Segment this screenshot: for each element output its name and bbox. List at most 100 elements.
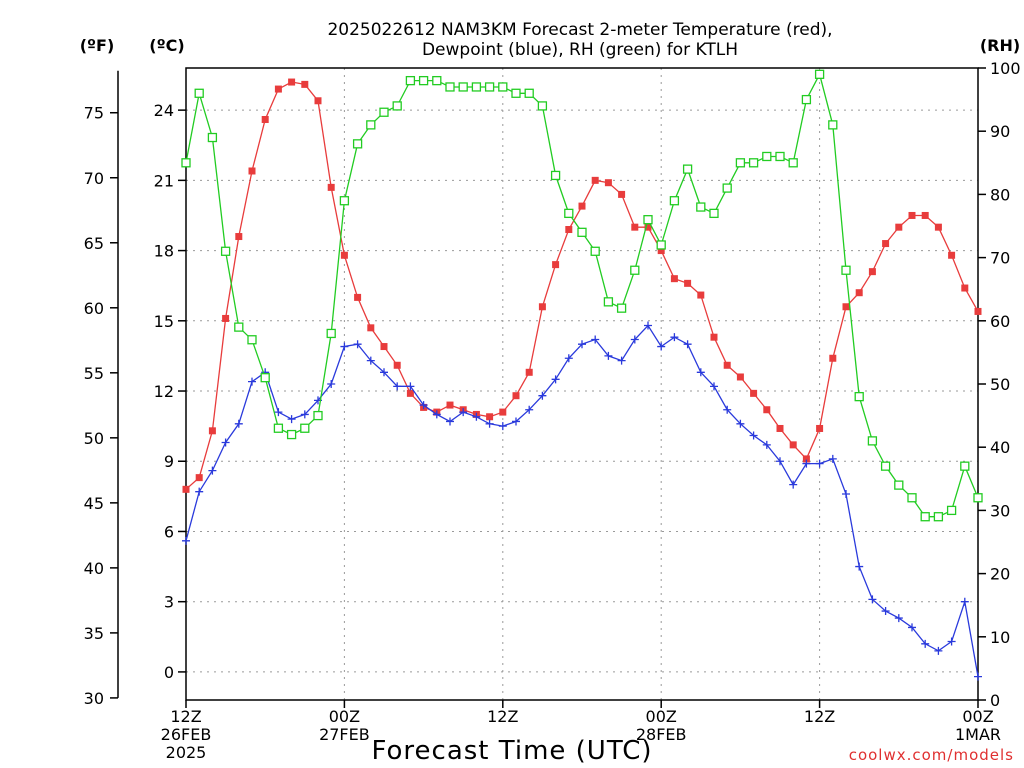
temperature-point xyxy=(340,251,348,259)
rh-point xyxy=(616,303,627,313)
rh-point xyxy=(933,512,944,522)
rh-point xyxy=(603,297,614,307)
rh-unit-label: (RH) xyxy=(980,36,1020,55)
dewpoint-point xyxy=(604,351,613,360)
dewpoint-point xyxy=(644,321,652,330)
rh-point xyxy=(907,493,917,503)
dewpoint-point xyxy=(921,639,930,648)
rh-point xyxy=(696,202,706,212)
temperature-point xyxy=(736,373,744,381)
temperature-point xyxy=(380,343,388,351)
fahrenheit-tick-label: 45 xyxy=(84,494,104,513)
dewpoint-point xyxy=(274,408,283,417)
dewpoint-point xyxy=(366,356,375,365)
rh-point xyxy=(577,227,587,237)
dewpoint-point xyxy=(974,672,982,681)
rh-point xyxy=(458,82,468,92)
rh-tick-label: 10 xyxy=(990,628,1010,647)
rh-point xyxy=(352,139,363,149)
rh-point xyxy=(247,335,257,345)
temperature-point xyxy=(261,115,269,123)
temperature-point xyxy=(657,247,665,255)
temperature-point xyxy=(829,354,837,362)
time-tick-label: 12Z 26FEB 2025 xyxy=(161,707,212,762)
rh-point xyxy=(814,69,825,79)
chart-title-line1: 2025022612 NAM3KM Forecast 2-meter Tempe… xyxy=(327,20,832,40)
fahrenheit-unit-label: (ºF) xyxy=(80,36,115,55)
rh-point xyxy=(775,151,785,162)
temperature-point xyxy=(697,291,705,299)
temperature-point xyxy=(274,85,282,93)
fahrenheit-tick-label: 35 xyxy=(84,624,104,643)
dewpoint-point xyxy=(221,438,230,447)
temperature-point xyxy=(208,427,216,435)
rh-point xyxy=(405,75,416,86)
dewpoint-point xyxy=(182,536,190,545)
rh-point xyxy=(669,196,680,206)
dewpoint-point xyxy=(657,342,666,351)
dewpoint-point xyxy=(287,415,296,424)
celsius-unit-label: (ºC) xyxy=(149,36,184,55)
celsius-axis: 0 3 6 9 12 15 18 21 24 xyxy=(154,101,186,682)
rh-point xyxy=(656,240,666,250)
rh-point xyxy=(748,158,759,168)
temperature-point xyxy=(921,211,929,219)
credit-label: coolwx.com/models xyxy=(849,746,1014,764)
dewpoint-point xyxy=(512,417,520,426)
dewpoint-point xyxy=(908,623,916,632)
temperature-point xyxy=(789,441,797,449)
dewpoint-point xyxy=(855,562,864,571)
celsius-tick-label: 24 xyxy=(154,101,174,120)
dewpoint-point xyxy=(749,431,758,440)
dewpoint-point xyxy=(564,354,573,363)
temperature-point xyxy=(750,389,758,397)
temperature-point xyxy=(393,361,401,369)
temperature-point xyxy=(974,307,982,315)
series-line xyxy=(185,324,979,677)
temperature-point xyxy=(763,406,771,414)
dewpoint-point xyxy=(578,340,586,349)
rh-tick-label: 70 xyxy=(990,249,1010,268)
temperature-point xyxy=(552,261,560,269)
celsius-tick-label: 21 xyxy=(154,171,174,190)
temperature-point xyxy=(499,408,507,416)
temperature-point xyxy=(948,251,956,259)
dewpoint-point xyxy=(591,335,600,344)
rh-point xyxy=(445,82,455,92)
temperature-point xyxy=(512,392,520,400)
temperature-point xyxy=(288,78,296,86)
dewpoint-point xyxy=(736,419,745,428)
dewpoint-point xyxy=(485,419,494,428)
temperature-point xyxy=(327,183,335,191)
celsius-tick-label: 6 xyxy=(164,522,174,541)
dewpoint-point xyxy=(248,377,256,386)
temperature-point xyxy=(961,284,969,292)
rh-point xyxy=(260,373,270,383)
time-tick-label: 00Z 1MAR xyxy=(955,707,1001,744)
temperature-point xyxy=(538,303,546,311)
plot-frame xyxy=(185,67,979,701)
rh-point xyxy=(643,215,653,225)
temperature-point xyxy=(578,202,586,210)
rh-point xyxy=(524,88,534,98)
time-tick-label: 12Z xyxy=(487,707,518,726)
temperature-point xyxy=(908,211,916,219)
temperature-point xyxy=(868,268,876,276)
rh-point xyxy=(867,436,878,446)
dewpoint-point xyxy=(234,419,243,428)
rh-point xyxy=(418,75,429,86)
dewpoint-point xyxy=(670,333,679,342)
temperature-point xyxy=(354,293,362,301)
dewpoint-point xyxy=(934,646,943,655)
celsius-tick-label: 18 xyxy=(154,242,174,261)
rh-tick-label: 0 xyxy=(990,691,1000,710)
rh-point xyxy=(722,183,732,193)
rh-point xyxy=(537,101,548,111)
rh-point xyxy=(498,82,508,92)
fahrenheit-tick-label: 50 xyxy=(84,429,104,448)
temperature-point xyxy=(314,97,322,105)
rh-point xyxy=(841,265,851,275)
rh-tick-label: 40 xyxy=(990,438,1010,457)
dewpoint-point xyxy=(683,340,692,349)
rh-tick-label: 20 xyxy=(990,565,1010,584)
